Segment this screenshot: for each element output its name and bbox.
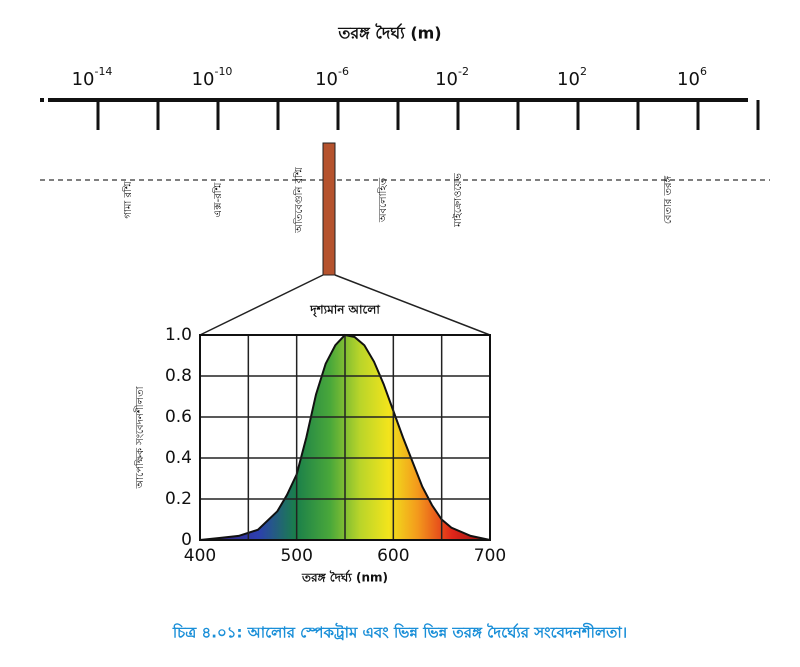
band-label: এক্স-রশ্মি: [212, 182, 224, 217]
tick-base: 10: [192, 69, 215, 90]
band-label: গামা রশ্মি: [122, 181, 134, 218]
y-tick-label: 0.6: [165, 407, 192, 427]
band-label: মাইক্রোওয়েভ: [452, 173, 464, 228]
y-tick-label: 0.4: [165, 448, 192, 468]
visible-label: দৃশ্যমান আলো: [309, 303, 380, 319]
band-label: অবলোহিত: [377, 177, 389, 223]
zoom-lines: [199, 274, 491, 336]
x-tick-label: 700: [474, 546, 506, 566]
tick-label: 102: [557, 65, 587, 90]
caption: চিত্র ৪.০১: আলোর স্পেকট্রাম এবং ভিন্ন ভি…: [172, 623, 627, 642]
tick-label: 10-14: [72, 65, 113, 90]
y-axis-label: আপেক্ষিক সংবেদনশীলতা: [133, 385, 146, 489]
x-tick-label: 400: [184, 546, 216, 566]
x-tick-label: 500: [280, 546, 312, 566]
x-axis-label: তরঙ্গ দৈর্ঘ্য (nm): [301, 570, 388, 585]
tick-base: 10: [315, 69, 338, 90]
tick-base: 10: [557, 69, 580, 90]
y-tick-label: 1.0: [165, 325, 192, 345]
tick-label: 10-6: [315, 65, 349, 90]
tick-exponent: -14: [94, 65, 112, 78]
tick-base: 10: [72, 69, 95, 90]
y-tick-label: 0.8: [165, 366, 192, 386]
tick-base: 10: [435, 69, 458, 90]
plot-frame: [199, 334, 491, 541]
tick-label: 106: [677, 65, 707, 90]
tick-label: 10-2: [435, 65, 469, 90]
tick-base: 10: [677, 69, 700, 90]
visible-band: [322, 142, 336, 276]
band-label: বেতার তরঙ্গ: [663, 175, 674, 224]
y-tick-label: 0: [181, 530, 192, 550]
x-tick-label: 600: [377, 546, 409, 566]
band-label: অতিবেগুনি রশ্মি: [293, 167, 305, 234]
tick-exponent: 2: [580, 65, 587, 78]
tick-exponent: 6: [700, 65, 707, 78]
tick-exponent: -2: [458, 65, 469, 78]
tick-exponent: -10: [214, 65, 232, 78]
tick-label: 10-10: [192, 65, 233, 90]
tick-exponent: -6: [338, 65, 349, 78]
axis-title: তরঙ্গ দৈর্ঘ্য (m): [337, 23, 441, 43]
y-tick-label: 0.2: [165, 489, 192, 509]
